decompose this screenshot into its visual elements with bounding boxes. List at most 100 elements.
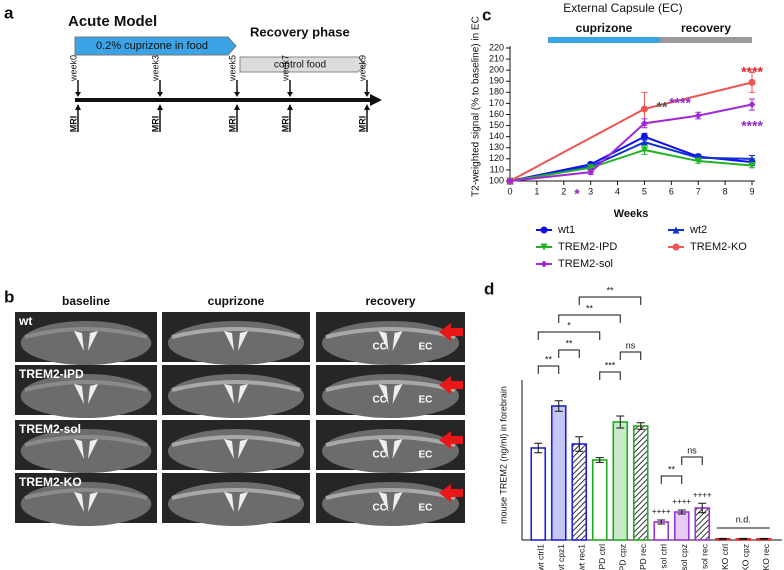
white-matter [325, 380, 456, 392]
ventricle [88, 331, 98, 351]
significance: n.d. [736, 514, 751, 524]
ventricle [392, 492, 403, 512]
bar [673, 511, 690, 541]
ventricle [88, 492, 98, 512]
legend-label: wt1 [557, 224, 575, 236]
x-tick-label: KO ctrl [720, 544, 730, 570]
x-tick-label: 6 [669, 186, 674, 196]
week-arrow-head [75, 92, 81, 97]
error-bar [595, 457, 604, 463]
ventricle [392, 439, 403, 459]
ventricle [88, 439, 98, 459]
marker [640, 138, 648, 146]
bracket [681, 456, 703, 465]
week-arrow-head [157, 92, 163, 97]
mri-label: MRI [150, 116, 160, 133]
region-label: EC [419, 342, 433, 353]
x-tick-label: sol cpz [679, 544, 689, 570]
x-tick-label: IPD rec [638, 543, 648, 570]
significance: ++++ [693, 490, 712, 499]
marker [506, 177, 514, 185]
mri-arrow-head [364, 104, 370, 110]
error-bar [575, 436, 584, 452]
annotation: **** [741, 118, 763, 134]
row-label: TREM2-KO [19, 475, 82, 489]
error-bar [554, 400, 563, 412]
white-matter [24, 435, 148, 447]
bar [591, 459, 608, 541]
legend-marker [540, 243, 548, 251]
white-matter [171, 327, 301, 339]
y-tick-label: 140 [489, 131, 504, 141]
significance: ns [626, 340, 636, 350]
ventricle [392, 331, 403, 351]
timeline [75, 98, 371, 102]
mri-label: MRI [357, 116, 367, 133]
red-arrow [439, 376, 463, 394]
ventricle [238, 331, 248, 351]
x-tick-label: wt rec1 [577, 544, 587, 570]
ventricle [238, 439, 248, 459]
x-tick-label: KO rec [761, 543, 771, 570]
ventricle [378, 331, 389, 351]
red-arrow [439, 323, 463, 341]
bracket [578, 296, 642, 305]
ventricle [392, 384, 403, 404]
x-tick-label: 4 [615, 186, 620, 196]
annotation: **** [741, 64, 763, 80]
treatment-label: 0.2% cuprizone in food [96, 40, 208, 52]
legend-marker [672, 243, 680, 251]
panel-label: b [4, 287, 14, 306]
marker [640, 146, 648, 154]
phase-label: recovery [681, 21, 731, 35]
x-tick-label: 7 [696, 186, 701, 196]
x-tick-label: wt cpz1 [556, 544, 566, 570]
annotation: * [574, 186, 580, 202]
phase-bar [660, 37, 752, 43]
mri-label: MRI [227, 116, 237, 133]
significance: ** [668, 464, 676, 474]
error-bar [636, 422, 645, 430]
panel-label: a [4, 3, 14, 22]
red-arrow [439, 431, 463, 449]
red-arrow [439, 484, 463, 502]
white-matter [325, 488, 456, 500]
ventricle [74, 492, 84, 512]
mri-arrow-head [234, 104, 240, 110]
phase-treatment: control food [274, 60, 326, 71]
error-bar [718, 537, 727, 540]
marker [587, 164, 595, 172]
row-label: TREM2-IPD [19, 367, 84, 381]
x-tick-label: 9 [749, 186, 754, 196]
mri-arrow-head [75, 104, 81, 110]
significance: ** [606, 285, 614, 295]
legend-label: TREM2-IPD [558, 241, 617, 253]
significance: * [567, 320, 571, 330]
y-tick-label: 220 [489, 42, 504, 52]
marker [748, 155, 756, 163]
annotation: **** [669, 95, 691, 111]
white-matter [24, 327, 148, 339]
bracket [537, 331, 601, 340]
x-tick-label: IPD ctrl [597, 544, 607, 570]
legend-marker [540, 260, 548, 268]
mri-label: MRI [68, 116, 78, 133]
marker [748, 161, 756, 169]
bar [653, 521, 670, 541]
bar [571, 443, 588, 541]
week-label: week5 [227, 55, 237, 82]
ventricle [74, 331, 84, 351]
white-matter [24, 380, 148, 392]
mri-arrow-head [157, 104, 163, 110]
region-label: EC [419, 395, 433, 406]
bar [632, 425, 649, 541]
marker [640, 105, 648, 113]
x-tick-label: wt ctrl1 [536, 544, 546, 570]
significance: ++++ [672, 497, 691, 506]
y-tick-label: 170 [489, 98, 504, 108]
x-tick-label: 3 [588, 186, 593, 196]
white-matter [24, 488, 148, 500]
error-bar [739, 537, 748, 540]
bracket [558, 314, 621, 323]
